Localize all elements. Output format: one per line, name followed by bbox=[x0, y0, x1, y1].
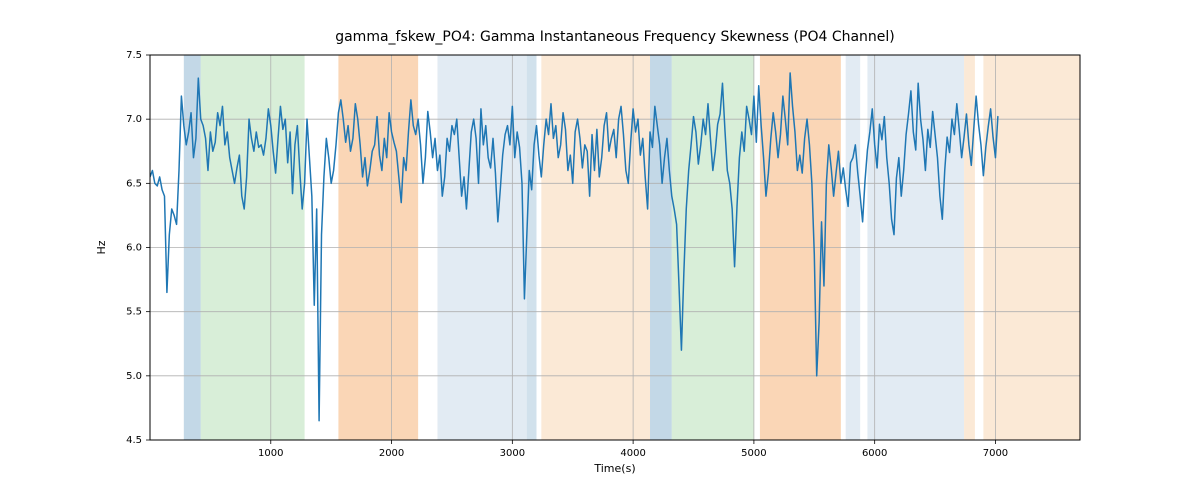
chart-title: gamma_fskew_PO4: Gamma Instantaneous Fre… bbox=[335, 29, 895, 45]
y-tick-label: 5.5 bbox=[126, 307, 142, 318]
y-tick-label: 7.0 bbox=[126, 114, 142, 125]
y-tick-label: 4.5 bbox=[126, 435, 142, 446]
y-tick-label: 7.5 bbox=[126, 50, 142, 61]
x-tick-label: 4000 bbox=[620, 448, 645, 459]
x-tick-label: 1000 bbox=[258, 448, 283, 459]
x-axis-label: Time(s) bbox=[593, 462, 635, 475]
x-tick-label: 7000 bbox=[983, 448, 1008, 459]
x-tick-label: 2000 bbox=[379, 448, 404, 459]
x-tick-label: 5000 bbox=[741, 448, 766, 459]
x-tick-label: 3000 bbox=[500, 448, 525, 459]
chart-container: 1000 2000 3000 4000 5000 6000 7000 4.5 5.0 5.5 6.… bbox=[0, 0, 1200, 500]
x-tick-label: 6000 bbox=[862, 448, 887, 459]
y-tick-label: 6.5 bbox=[126, 178, 142, 189]
timeseries-chart: 1000 2000 3000 4000 5000 6000 7000 4.5 5.0 5.5 6.… bbox=[0, 0, 1200, 500]
y-tick-label: 6.0 bbox=[126, 243, 142, 254]
y-axis-label: Hz bbox=[95, 240, 108, 254]
y-tick-label: 5.0 bbox=[126, 371, 142, 382]
